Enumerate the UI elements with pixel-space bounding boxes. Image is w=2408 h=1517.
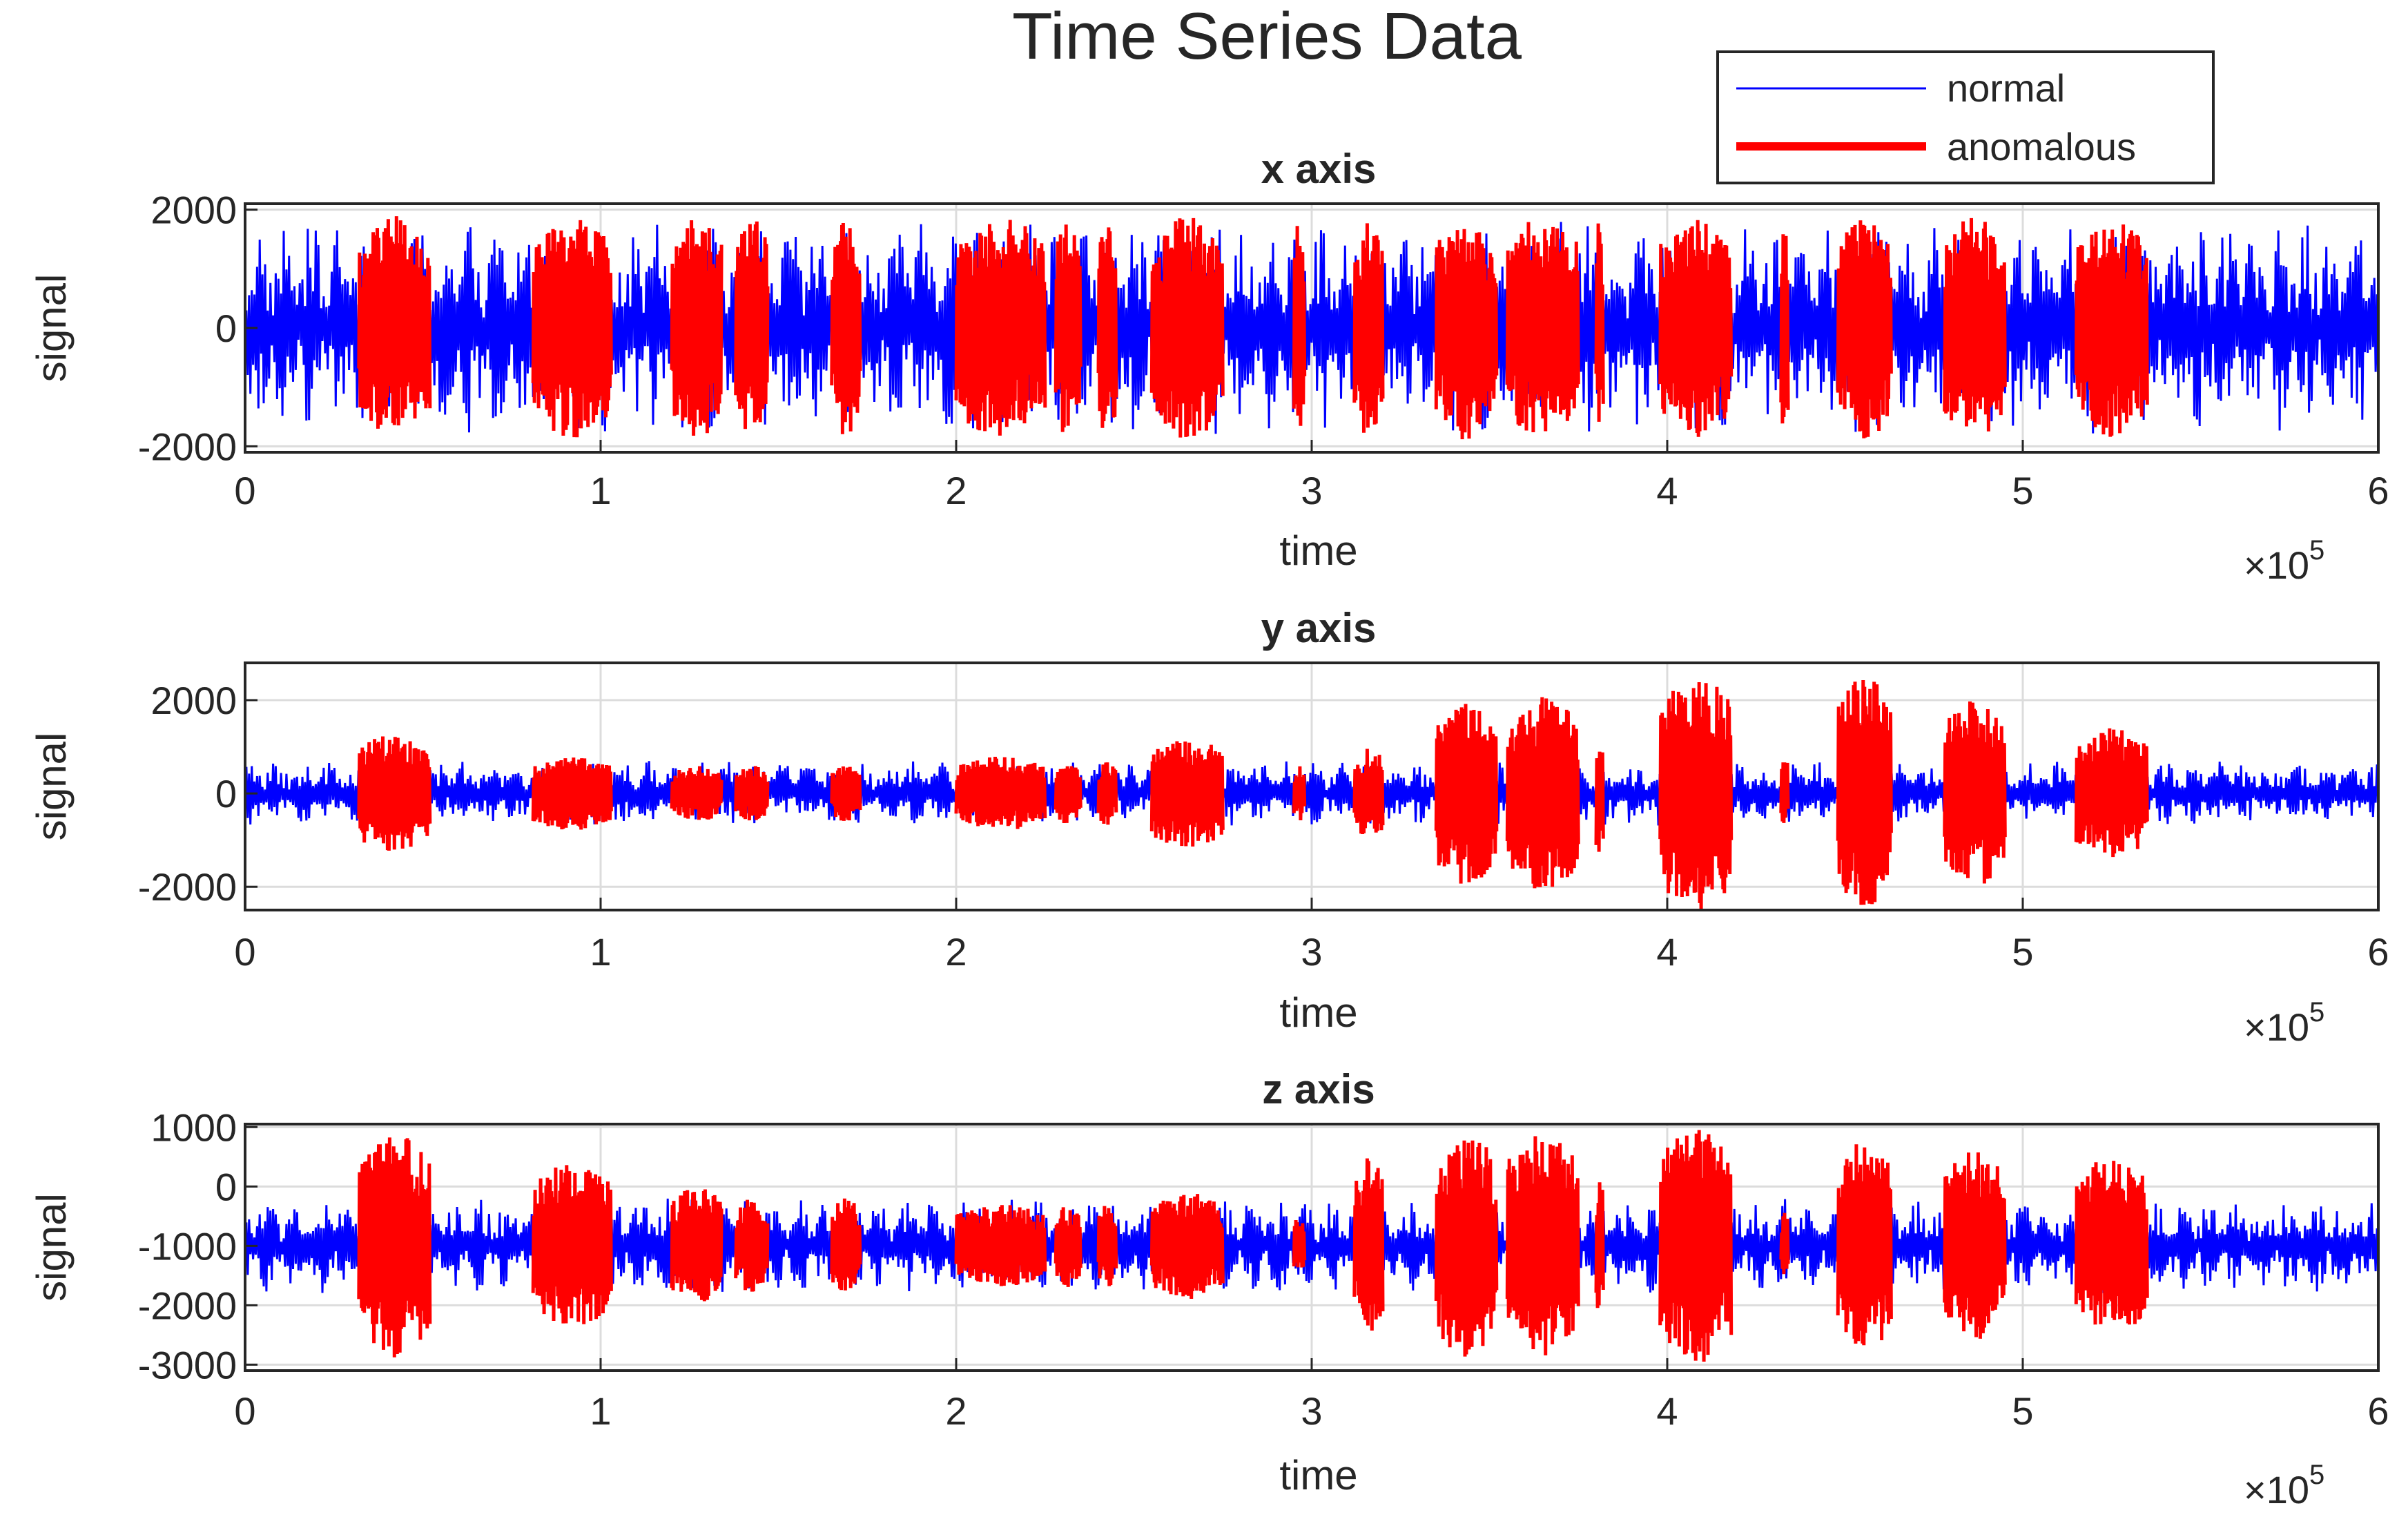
x-exponent-base: 10 [2266, 543, 2309, 587]
series-anomalous-segment [1596, 752, 1603, 852]
series-anomalous-segment [1945, 218, 2006, 432]
x-tick-label: 6 [2367, 1389, 2389, 1433]
series-anomalous-segment [1294, 226, 1304, 426]
series-anomalous-segment [956, 757, 1045, 829]
x-tick-label: 3 [1301, 1389, 1322, 1433]
x-tick-label: 5 [2012, 469, 2033, 512]
subplot-title: z axis [1262, 1066, 1375, 1112]
legend: normal anomalous [1718, 52, 2213, 183]
y-tick-label: 1000 [150, 1105, 237, 1149]
x-exponent-power: 5 [2309, 997, 2324, 1027]
x-tick-label: 6 [2367, 469, 2389, 512]
x-tick-label: 0 [234, 930, 255, 974]
y-axis-label: signal [28, 733, 75, 841]
y-tick-label: -2000 [138, 425, 237, 468]
series-anomalous-segment [1596, 224, 1603, 422]
x-exponent-base: 10 [2266, 1468, 2309, 1511]
x-tick-label: 1 [590, 930, 611, 974]
figure: Time Series Data 0 1 2 3 4 5 6-200002000x axis… [0, 0, 2408, 1517]
y-axis-label: signal [28, 1193, 75, 1302]
series-anomalous-segment [1660, 682, 1731, 911]
subplot-title: x axis [1261, 146, 1377, 192]
y-axis-label: signal [28, 274, 75, 383]
series-anomalous-segment [1507, 697, 1578, 889]
x-axis-label: time [1279, 528, 1357, 574]
x-tick-label: 5 [2012, 930, 2033, 974]
x-exponent-power: 5 [2309, 1460, 2324, 1490]
y-tick-label: 2000 [150, 679, 237, 722]
y-tick-label: -1000 [138, 1224, 237, 1268]
series-anomalous-segment [1056, 766, 1080, 823]
legend-label-normal: normal [1947, 66, 2065, 110]
x-tick-label: 2 [945, 930, 967, 974]
y-tick-label: 0 [215, 1165, 237, 1208]
x-exponent-base: 10 [2266, 1005, 2309, 1049]
y-tick-label: -2000 [138, 1284, 237, 1327]
x-tick-label: 4 [1656, 469, 1678, 512]
y-tick-label: -2000 [138, 865, 237, 909]
x-exponent-power: 5 [2309, 535, 2324, 566]
y-tick-label: 0 [215, 307, 237, 350]
x-exponent-multiplier: × [2244, 1005, 2266, 1049]
x-tick-label: 0 [234, 469, 255, 512]
y-tick-label: 2000 [150, 189, 237, 232]
x-tick-label: 1 [590, 469, 611, 512]
subplot-title: y axis [1261, 605, 1377, 651]
x-tick-label: 1 [590, 1389, 611, 1433]
series-anomalous-segment [1781, 1213, 1788, 1275]
x-axis-label: time [1279, 1452, 1357, 1498]
x-tick-label: 5 [2012, 1389, 2033, 1433]
y-tick-label: 0 [215, 772, 237, 815]
x-tick-label: 2 [945, 1389, 967, 1433]
series-anomalous-segment [1838, 220, 1891, 438]
x-tick-label: 4 [1656, 1389, 1678, 1433]
y-tick-label: -3000 [138, 1343, 237, 1386]
x-tick-label: 2 [945, 469, 967, 512]
x-exponent-multiplier: × [2244, 543, 2266, 587]
series-anomalous-segment [1781, 234, 1788, 423]
legend-label-anomalous: anomalous [1947, 125, 2136, 168]
x-axis-label: time [1279, 989, 1357, 1036]
x-tick-label: 3 [1301, 930, 1322, 974]
series-anomalous-segment [1838, 1144, 1891, 1345]
series-anomalous-segment [1781, 762, 1788, 823]
series-anomalous-segment [1294, 1220, 1304, 1268]
series-anomalous-segment [1660, 1130, 1731, 1362]
x-tick-label: 4 [1656, 930, 1678, 974]
x-tick-label: 6 [2367, 930, 2389, 974]
x-tick-label: 0 [234, 1389, 255, 1433]
figure-title: Time Series Data [1012, 0, 1522, 73]
x-exponent-multiplier: × [2244, 1468, 2266, 1511]
x-tick-label: 3 [1301, 469, 1322, 512]
